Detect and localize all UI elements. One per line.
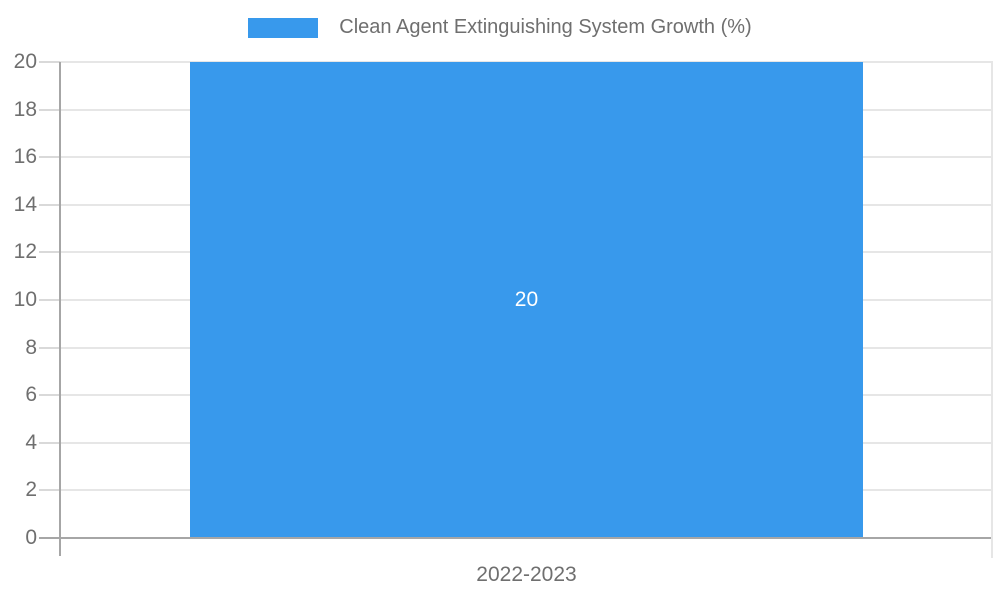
y-axis-ticks bbox=[39, 61, 60, 538]
y-tick-label-10: 10 bbox=[13, 288, 37, 311]
y-tick-2 bbox=[39, 489, 60, 492]
plot-area: 20 bbox=[60, 61, 993, 538]
y-tick-16 bbox=[39, 156, 60, 159]
x-axis-line bbox=[39, 537, 993, 539]
y-tick-label-16: 16 bbox=[13, 145, 37, 169]
y-tick-label-0: 0 bbox=[25, 526, 37, 549]
y-tick-label-14: 14 bbox=[13, 192, 37, 216]
y-tick-label-4: 4 bbox=[25, 430, 37, 454]
y-tick-10 bbox=[39, 299, 60, 301]
y-tick-4 bbox=[39, 441, 60, 444]
y-tick-label-8: 8 bbox=[25, 335, 37, 359]
y-tick-20 bbox=[39, 61, 60, 63]
y-tick-label-6: 6 bbox=[25, 383, 37, 407]
legend-label: Clean Agent Extinguishing System Growth … bbox=[339, 16, 752, 38]
y-tick-8 bbox=[39, 346, 60, 349]
y-tick-label-2: 2 bbox=[25, 478, 37, 502]
y-tick-6 bbox=[39, 394, 60, 397]
y-axis-line bbox=[59, 62, 61, 556]
bar-value-label: 20 bbox=[514, 288, 539, 311]
y-tick-12 bbox=[39, 251, 60, 254]
y-tick-label-18: 18 bbox=[13, 97, 37, 121]
x-axis-label: 2022-2023 bbox=[476, 563, 577, 586]
y-tick-18 bbox=[39, 108, 60, 111]
bar-2022-2023[interactable]: 20 bbox=[190, 62, 863, 538]
y-axis-labels: 0 2 4 6 8 10 12 14 16 18 20 bbox=[0, 50, 37, 549]
legend-item[interactable]: Clean Agent Extinguishing System Growth … bbox=[0, 16, 1000, 39]
y-tick-14 bbox=[39, 203, 60, 206]
plot-right-border bbox=[991, 62, 993, 558]
y-tick-label-12: 12 bbox=[13, 240, 37, 264]
y-tick-label-20: 20 bbox=[13, 50, 37, 73]
legend-swatch bbox=[248, 17, 319, 38]
